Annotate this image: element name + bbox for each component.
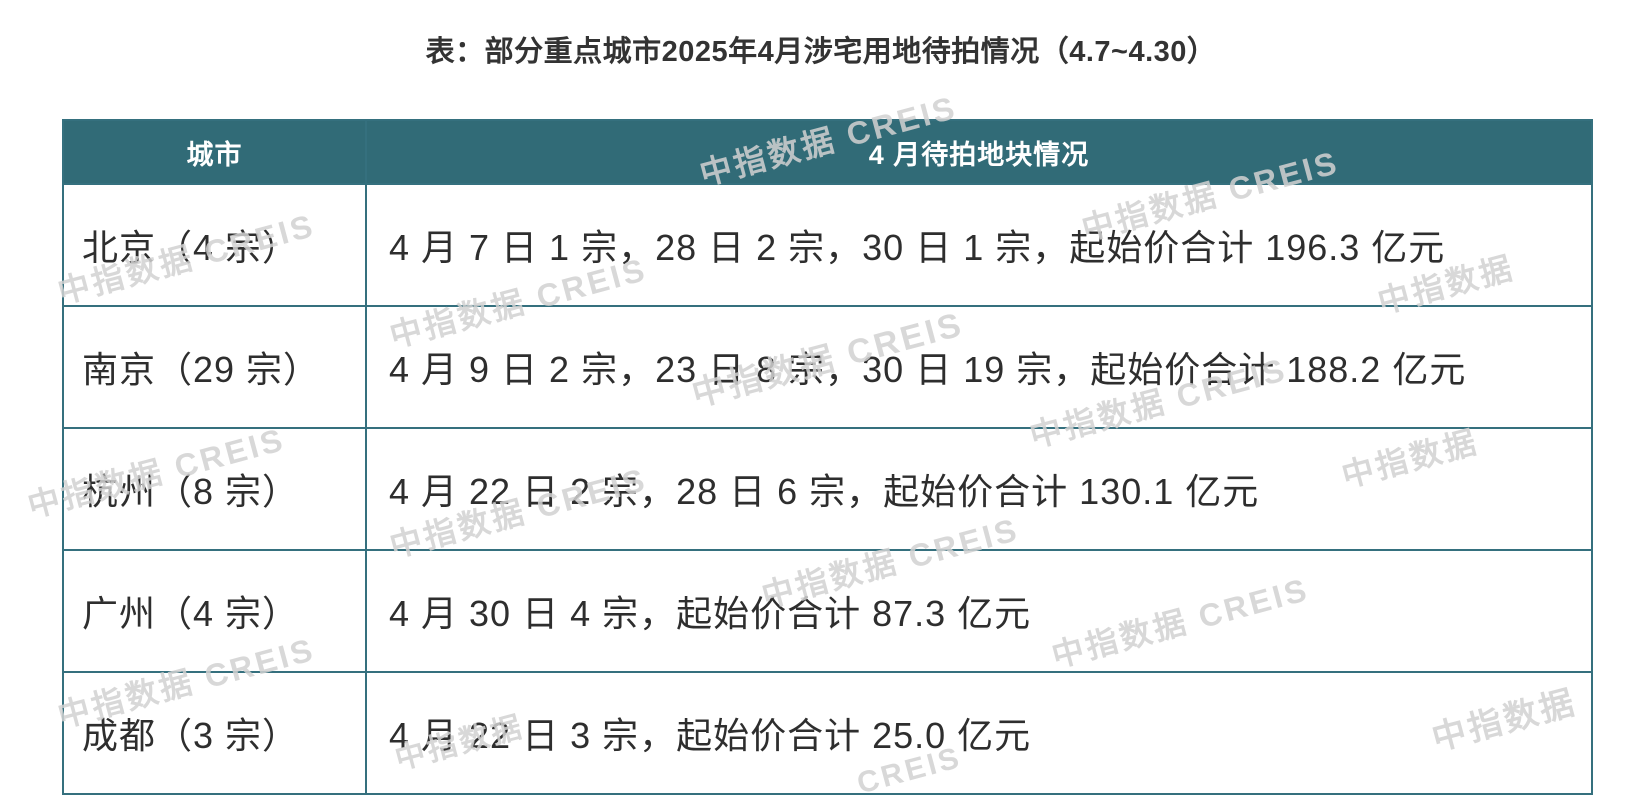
table-row: 南京（29 宗） 4 月 9 日 2 宗，23 日 8 宗，30 日 19 宗，… — [62, 305, 1593, 429]
table-row: 成都（3 宗） 4 月 22 日 3 宗，起始价合计 25.0 亿元 — [62, 671, 1593, 795]
details-cell: 4 月 22 日 3 宗，起始价合计 25.0 亿元 — [365, 671, 1593, 795]
land-auction-table: 城市 4 月待拍地块情况 北京（4 宗） 4 月 7 日 1 宗，28 日 2 … — [62, 119, 1593, 795]
details-cell: 4 月 22 日 2 宗，28 日 6 宗，起始价合计 130.1 亿元 — [365, 427, 1593, 551]
city-cell: 杭州（8 宗） — [62, 427, 367, 551]
details-cell: 4 月 7 日 1 宗，28 日 2 宗，30 日 1 宗，起始价合计 196.… — [365, 183, 1593, 307]
city-cell: 成都（3 宗） — [62, 671, 367, 795]
details-column-header: 4 月待拍地块情况 — [365, 119, 1593, 185]
city-column-header: 城市 — [62, 119, 367, 185]
details-cell: 4 月 9 日 2 宗，23 日 8 宗，30 日 19 宗，起始价合计 188… — [365, 305, 1593, 429]
city-cell: 广州（4 宗） — [62, 549, 367, 673]
city-cell: 南京（29 宗） — [62, 305, 367, 429]
table-header-row: 城市 4 月待拍地块情况 — [62, 119, 1593, 185]
table-row: 北京（4 宗） 4 月 7 日 1 宗，28 日 2 宗，30 日 1 宗，起始… — [62, 183, 1593, 307]
table-row: 广州（4 宗） 4 月 30 日 4 宗，起始价合计 87.3 亿元 — [62, 549, 1593, 673]
table-row: 杭州（8 宗） 4 月 22 日 2 宗，28 日 6 宗，起始价合计 130.… — [62, 427, 1593, 551]
details-cell: 4 月 30 日 4 宗，起始价合计 87.3 亿元 — [365, 549, 1593, 673]
table-title: 表：部分重点城市2025年4月涉宅用地待拍情况（4.7~4.30） — [425, 36, 1217, 68]
city-cell: 北京（4 宗） — [62, 183, 367, 307]
